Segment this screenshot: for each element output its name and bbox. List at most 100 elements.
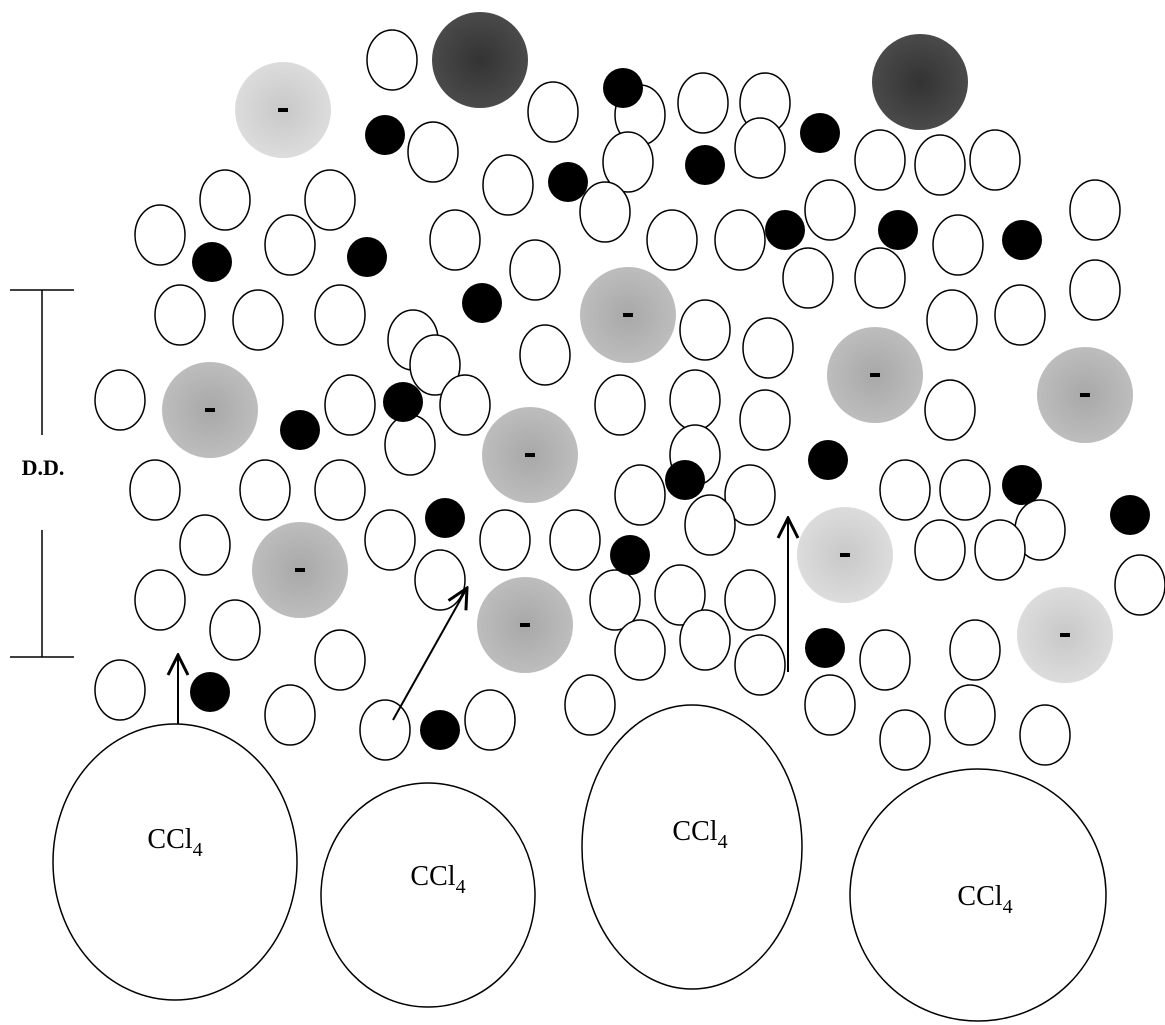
solvent-molecule: [805, 180, 855, 240]
solvent-molecule: [927, 290, 977, 350]
solvent-molecule: [915, 520, 965, 580]
solvent-molecule: [615, 620, 665, 680]
solvent-molecule: [595, 375, 645, 435]
solvent-molecule: [880, 460, 930, 520]
solvent-molecule: [200, 170, 250, 230]
solvent-molecule: [805, 675, 855, 735]
solvent-molecule: [95, 660, 145, 720]
solvent-molecule: [740, 390, 790, 450]
scale-label: D.D.: [22, 455, 65, 480]
solvent-molecule: [975, 520, 1025, 580]
solvent-molecule: [743, 318, 793, 378]
solvent-molecule: [945, 685, 995, 745]
cation: [665, 460, 705, 500]
solvent-molecule: [735, 118, 785, 178]
cation: [808, 440, 848, 480]
solvent-molecule: [550, 510, 600, 570]
solvent-molecule: [855, 248, 905, 308]
solvent-molecule: [360, 700, 410, 760]
solvent-molecule: [385, 415, 435, 475]
subscript: 4: [456, 876, 466, 898]
cation: [347, 237, 387, 277]
charge-sign: [623, 313, 633, 317]
solvent-molecule: [855, 130, 905, 190]
solvent-molecule: [678, 73, 728, 133]
cation: [192, 242, 232, 282]
ion: [432, 12, 528, 108]
solvent-molecule: [735, 635, 785, 695]
solvent-molecule: [580, 182, 630, 242]
solvent-molecule: [95, 370, 145, 430]
cation: [765, 210, 805, 250]
solvent-molecule: [670, 370, 720, 430]
ccl4-molecule: [321, 783, 535, 1007]
cation: [805, 628, 845, 668]
solvent-molecule: [783, 248, 833, 308]
solvent-molecule: [528, 82, 578, 142]
charge-sign: [295, 568, 305, 572]
cation: [610, 535, 650, 575]
solvent-molecule: [520, 325, 570, 385]
solvent-molecule: [233, 290, 283, 350]
solvent-molecule: [430, 210, 480, 270]
solvent-molecule: [685, 495, 735, 555]
solvent-molecule: [135, 570, 185, 630]
solvent-molecule: [240, 460, 290, 520]
charge-sign: [1080, 393, 1090, 397]
solvent-molecule: [970, 130, 1020, 190]
solvent-molecule: [647, 210, 697, 270]
solvent-molecule: [365, 510, 415, 570]
cation: [365, 115, 405, 155]
charge-sign: [205, 408, 215, 412]
charge-sign: [520, 623, 530, 627]
solvent-molecule: [880, 710, 930, 770]
cation: [462, 283, 502, 323]
cation: [685, 145, 725, 185]
solvent-molecule: [325, 375, 375, 435]
solvent-molecule: [680, 610, 730, 670]
cation: [420, 710, 460, 750]
solvent-molecule: [940, 460, 990, 520]
page: {"scale_label": "D.D.", "molecules": [ {…: [0, 0, 1165, 1025]
solvent-molecule: [415, 550, 465, 610]
solvent-molecule: [210, 600, 260, 660]
charge-sign: [1060, 633, 1070, 637]
solvent-molecule: [510, 240, 560, 300]
solvent-molecule: [995, 285, 1045, 345]
cation: [800, 113, 840, 153]
formula: CCl: [410, 861, 455, 892]
ccl4-molecule: [582, 705, 802, 989]
solvent-molecule: [315, 460, 365, 520]
cation: [603, 68, 643, 108]
solvent-molecule: [715, 210, 765, 270]
solvent-molecule: [483, 155, 533, 215]
cation: [1002, 465, 1042, 505]
cation: [280, 410, 320, 450]
formula: CCl: [957, 881, 1002, 912]
solvent-molecule: [925, 380, 975, 440]
cation: [190, 672, 230, 712]
ion: [872, 34, 968, 130]
cation: [383, 382, 423, 422]
particles: [95, 12, 1165, 770]
solvent-molecule: [680, 300, 730, 360]
formula: CCl: [147, 824, 192, 855]
solvent-molecule: [1070, 260, 1120, 320]
solvent-molecule: [465, 690, 515, 750]
solvent-molecule: [1020, 705, 1070, 765]
charge-sign: [870, 373, 880, 377]
solvent-molecule: [950, 620, 1000, 680]
solvent-molecule: [135, 205, 185, 265]
cation: [1002, 220, 1042, 260]
solvent-molecule: [367, 30, 417, 90]
solvent-molecule: [915, 135, 965, 195]
cation: [425, 498, 465, 538]
charge-sign: [840, 553, 850, 557]
subscript: 4: [1003, 896, 1013, 918]
solvent-molecule: [180, 515, 230, 575]
charge-sign: [525, 453, 535, 457]
solvent-molecule: [860, 630, 910, 690]
solvent-molecule: [933, 215, 983, 275]
solvent-molecule: [440, 375, 490, 435]
solvent-molecule: [305, 170, 355, 230]
